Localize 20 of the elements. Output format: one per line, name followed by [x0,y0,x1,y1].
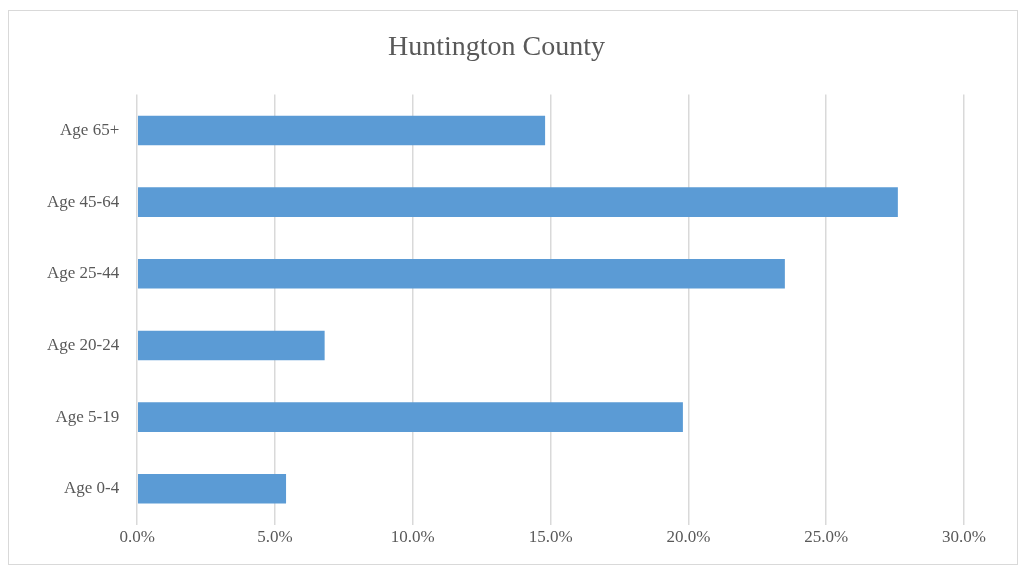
x-tick-label: 30.0% [942,527,986,547]
y-tick-label: Age 5-19 [55,406,120,426]
x-tick-label: 0.0% [119,527,155,547]
y-tick-label: Age 0-4 [64,478,120,498]
y-tick-label: Age 45-64 [47,191,120,211]
bar [137,187,898,217]
y-tick-label: Age 25-44 [47,263,120,283]
x-tick-label: 25.0% [804,527,849,547]
x-tick-label: 5.0% [257,527,293,547]
bar [137,115,546,146]
bar [137,330,325,361]
bar [137,473,287,504]
y-tick-label: Age 20-24 [47,334,120,354]
bar [137,402,683,432]
x-tick-label: 10.0% [390,527,435,547]
x-tick-label: 15.0% [528,527,573,547]
chart-title: Huntington County [387,30,606,62]
y-tick-label: Age 65+ [60,119,120,139]
x-tick-label: 20.0% [666,527,711,547]
bar [137,258,785,289]
